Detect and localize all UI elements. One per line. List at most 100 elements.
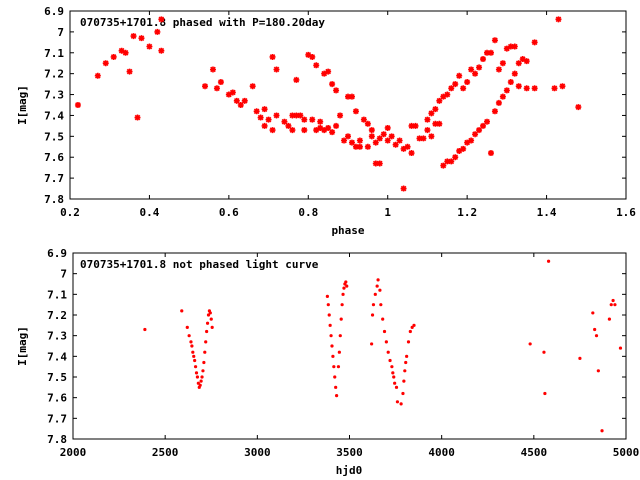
data-point — [523, 58, 530, 65]
data-point — [265, 116, 272, 123]
data-point — [200, 375, 204, 379]
y-tick-label: 7.6 — [44, 151, 64, 164]
data-point — [202, 360, 206, 365]
data-point — [205, 329, 209, 334]
data-point — [321, 70, 328, 77]
data-point — [480, 122, 487, 129]
data-point — [405, 354, 409, 358]
data-point — [376, 278, 380, 282]
data-point — [158, 47, 165, 54]
data-point — [154, 28, 161, 35]
data-point — [382, 329, 387, 334]
data-point — [390, 365, 394, 369]
data-point — [329, 129, 336, 136]
data-point — [332, 365, 336, 369]
data-point — [531, 85, 538, 92]
unphased-chart: 070735+1701.8 not phased light curve hjd… — [16, 247, 639, 477]
data-point — [515, 83, 522, 90]
data-point — [448, 158, 455, 165]
data-point — [408, 150, 415, 157]
x-axis-label: hjd0 — [336, 464, 363, 477]
data-point — [379, 303, 383, 307]
chart-title: 070735+1701.8 phased with P=180.20day — [80, 16, 325, 29]
data-point — [384, 137, 391, 144]
data-point — [325, 294, 329, 298]
data-point — [594, 334, 599, 338]
y-tick-label: 7.6 — [47, 392, 67, 405]
x-tick-label: 3500 — [336, 446, 363, 459]
x-tick-label: 0.6 — [219, 206, 239, 219]
data-point — [452, 81, 459, 88]
data-point — [364, 143, 371, 150]
y-tick-label: 7 — [57, 26, 64, 39]
data-point — [208, 311, 212, 315]
data-point — [301, 127, 308, 134]
data-point — [201, 369, 205, 373]
data-point — [428, 110, 435, 117]
data-point — [345, 284, 349, 288]
data-point — [472, 70, 479, 77]
data-point — [519, 56, 526, 63]
data-point — [146, 43, 153, 50]
data-point — [396, 137, 403, 144]
data-point — [440, 162, 447, 169]
data-point — [337, 350, 341, 354]
y-tick-label: 6.9 — [47, 247, 67, 260]
data-point — [261, 106, 268, 113]
data-point — [432, 106, 439, 113]
data-point — [607, 317, 612, 321]
data-point — [578, 356, 582, 360]
data-point — [333, 375, 337, 379]
data-point — [261, 122, 268, 129]
data-point — [130, 33, 137, 40]
data-point — [102, 60, 109, 67]
x-tick-label: 0.4 — [139, 206, 159, 219]
data-point — [456, 147, 463, 154]
x-tick-label: 1.2 — [457, 206, 477, 219]
data-point — [559, 83, 566, 90]
data-point — [386, 350, 390, 354]
data-point — [334, 394, 339, 398]
y-tick-label: 7.1 — [44, 47, 64, 60]
data-point — [370, 342, 374, 346]
data-point — [460, 85, 467, 92]
y-tick-label: 7.8 — [47, 433, 67, 446]
data-point — [213, 85, 220, 92]
data-point — [372, 160, 379, 167]
data-point — [134, 114, 141, 121]
data-point — [189, 340, 193, 344]
data-point — [285, 122, 292, 129]
data-point — [448, 85, 455, 92]
data-point — [241, 97, 248, 104]
x-tick-label: 0.2 — [60, 206, 80, 219]
data-point — [205, 321, 210, 325]
data-point — [424, 127, 431, 134]
data-point — [249, 83, 256, 90]
y-tick-label: 7.2 — [47, 309, 67, 322]
data-point — [273, 66, 280, 73]
data-point — [309, 53, 316, 60]
data-point — [511, 70, 518, 77]
data-point — [408, 329, 412, 334]
y-tick-label: 7.7 — [47, 412, 67, 425]
y-tick-label: 7.3 — [44, 89, 64, 102]
y-tick-label: 7 — [60, 268, 67, 281]
data-point — [342, 286, 346, 290]
data-point — [464, 79, 471, 86]
phased-chart: 070735+1701.8 phased with P=180.20day ph… — [16, 5, 636, 237]
data-point — [410, 325, 414, 329]
data-point — [281, 118, 288, 125]
data-point — [206, 313, 211, 317]
data-point — [360, 116, 367, 123]
data-point — [378, 288, 382, 292]
data-point — [309, 116, 316, 123]
data-point — [340, 303, 344, 307]
data-point — [420, 135, 427, 142]
data-point — [424, 116, 431, 123]
data-point — [403, 369, 407, 373]
data-point — [356, 137, 363, 144]
data-point — [229, 89, 236, 96]
x-tick-label: 1.4 — [537, 206, 557, 219]
data-point — [375, 284, 379, 288]
data-point — [339, 317, 343, 321]
